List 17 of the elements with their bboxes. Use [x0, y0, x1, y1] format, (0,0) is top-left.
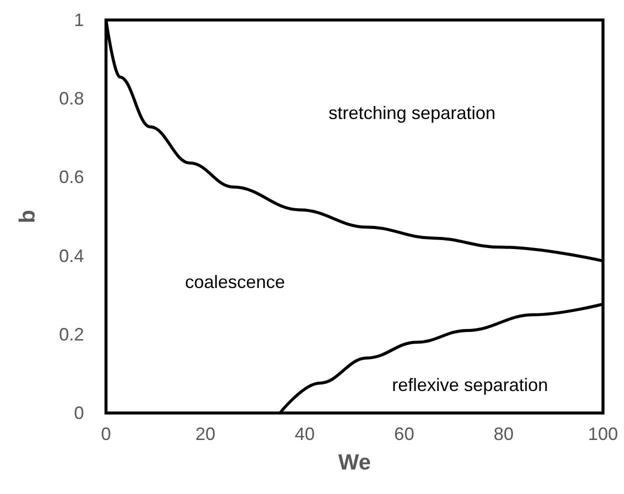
- y-tick-label: 0: [74, 403, 84, 423]
- y-tick-label: 0.6: [58, 167, 84, 188]
- annotation: reflexive separation: [392, 375, 548, 395]
- y-tick-label: 0.4: [58, 246, 84, 266]
- x-tick-label: 0: [100, 424, 112, 444]
- x-axis-title: We: [338, 450, 371, 474]
- y-tick-label: 0.2: [58, 324, 84, 344]
- x-tick-label: 60: [394, 424, 414, 444]
- x-tick-label: 80: [494, 424, 514, 444]
- annotation: coalescence: [184, 272, 286, 292]
- y-axis-title: b: [14, 210, 40, 224]
- y-tick-label: 1: [74, 10, 84, 30]
- x-tick-label: 20: [195, 424, 216, 444]
- x-tick-label: 100: [588, 424, 618, 444]
- x-tick-label: 40: [294, 424, 315, 444]
- annotation: stretching separation: [328, 103, 496, 123]
- y-tick-label: 0.8: [58, 88, 84, 109]
